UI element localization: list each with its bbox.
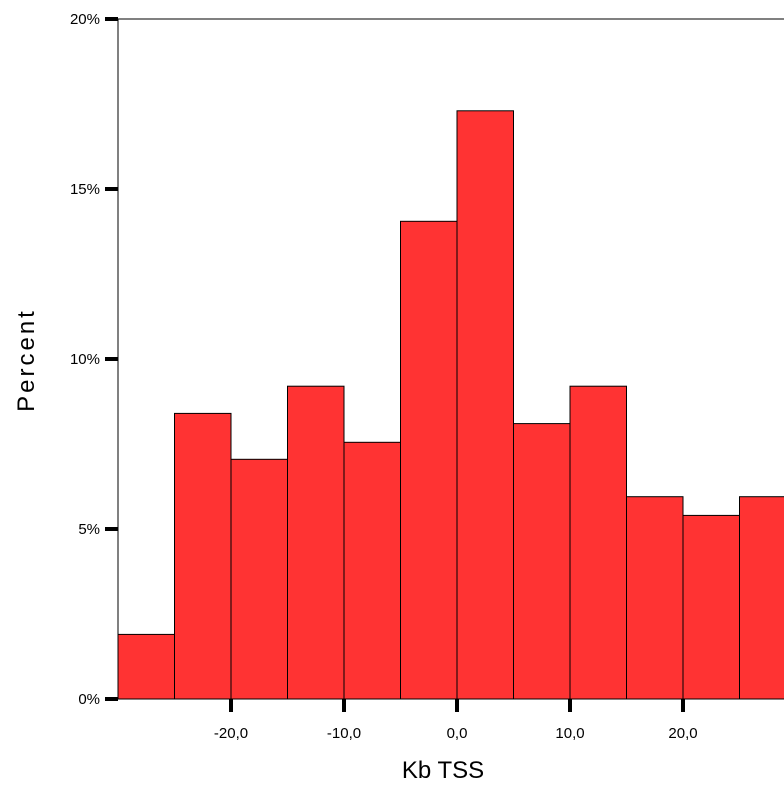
histogram-bar-5 xyxy=(400,220,458,700)
y-tick-label-2: 10% xyxy=(70,351,100,368)
y-axis: 0% 5% 10% 15% 20% xyxy=(70,11,118,708)
histogram-bar-4 xyxy=(343,441,401,700)
histogram-bar-2 xyxy=(230,458,288,700)
histogram-bar-7 xyxy=(513,423,571,700)
x-tick-label-3: 10,0 xyxy=(555,725,584,742)
x-tick-label-2: 0,0 xyxy=(447,725,468,742)
histogram-bar-11 xyxy=(739,496,784,700)
histogram-bar-1 xyxy=(174,412,232,700)
y-axis-title: Percent xyxy=(13,308,40,412)
histogram-bar-0 xyxy=(117,633,175,700)
histogram-bars xyxy=(117,110,784,700)
y-tick-label-1: 5% xyxy=(78,521,100,538)
y-tick-label-0: 0% xyxy=(78,691,100,708)
x-tick-label-4: 20,0 xyxy=(668,725,697,742)
histogram-bar-3 xyxy=(287,385,345,700)
histogram-bar-8 xyxy=(569,385,627,700)
y-tick-label-3: 15% xyxy=(70,181,100,198)
x-tick-label-1: -10,0 xyxy=(327,725,361,742)
x-tick-label-0: -20,0 xyxy=(214,725,248,742)
histogram-bar-9 xyxy=(626,496,684,700)
y-tick-label-4: 20% xyxy=(70,11,100,28)
histogram-bar-6 xyxy=(456,110,514,700)
x-axis-title: Kb TSS xyxy=(402,757,484,784)
histogram-bar-10 xyxy=(682,514,740,700)
x-axis: -20,0 -10,0 0,0 10,0 20,0 xyxy=(118,698,784,742)
